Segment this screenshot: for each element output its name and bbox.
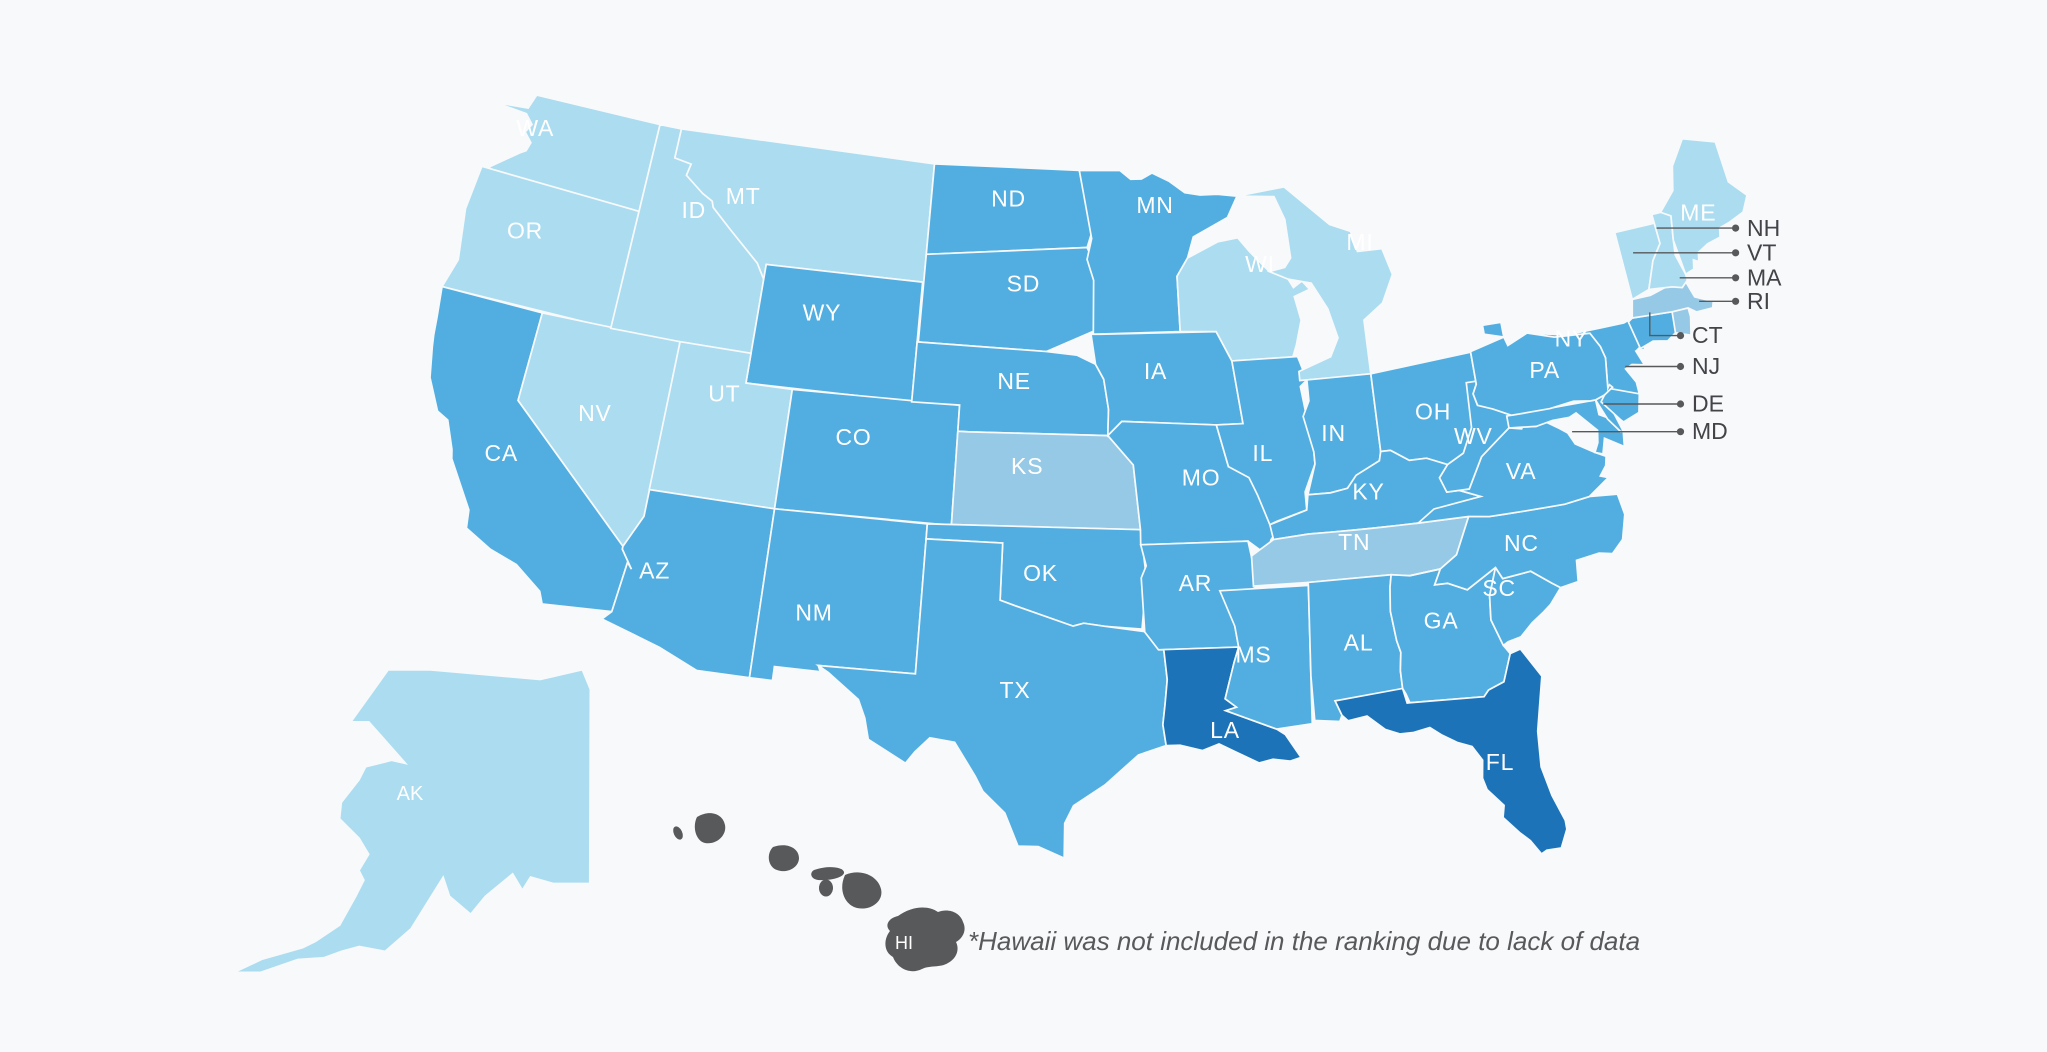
svg-text:ND: ND	[991, 186, 1026, 212]
svg-text:OH: OH	[1415, 399, 1451, 425]
svg-text:IN: IN	[1321, 420, 1346, 446]
svg-text:NE: NE	[997, 368, 1031, 394]
svg-text:WA: WA	[516, 115, 554, 141]
svg-text:NM: NM	[795, 600, 832, 626]
svg-text:MS: MS	[1235, 642, 1271, 668]
svg-text:OK: OK	[1023, 560, 1058, 586]
svg-text:IA: IA	[1144, 358, 1167, 384]
svg-text:ID: ID	[681, 197, 706, 223]
svg-text:WY: WY	[803, 299, 842, 325]
svg-text:AZ: AZ	[639, 558, 670, 584]
svg-text:*Hawaii was not included in th: *Hawaii was not included in the ranking …	[968, 926, 1640, 956]
svg-text:IL: IL	[1252, 440, 1273, 466]
svg-text:WI: WI	[1245, 251, 1275, 277]
svg-text:TN: TN	[1338, 529, 1370, 555]
svg-text:NY: NY	[1555, 325, 1589, 351]
svg-text:ME: ME	[1680, 200, 1716, 226]
svg-text:MA: MA	[1747, 265, 1782, 291]
svg-text:OR: OR	[507, 217, 543, 243]
svg-text:AR: AR	[1179, 570, 1213, 596]
svg-text:FL: FL	[1486, 749, 1514, 775]
svg-text:CO: CO	[835, 424, 871, 450]
svg-text:NC: NC	[1504, 530, 1539, 556]
svg-text:NJ: NJ	[1692, 353, 1720, 379]
svg-text:MI: MI	[1346, 229, 1373, 255]
svg-text:MO: MO	[1182, 464, 1221, 490]
svg-text:MT: MT	[726, 183, 761, 209]
svg-text:HI: HI	[895, 933, 913, 953]
svg-text:NV: NV	[578, 400, 612, 426]
svg-text:CA: CA	[485, 440, 519, 466]
svg-text:CT: CT	[1692, 322, 1723, 348]
svg-text:NH: NH	[1747, 215, 1780, 241]
svg-text:AK: AK	[397, 783, 424, 805]
svg-text:VA: VA	[1506, 458, 1537, 484]
svg-text:MN: MN	[1136, 192, 1173, 218]
svg-text:SD: SD	[1007, 271, 1041, 297]
svg-text:KY: KY	[1352, 479, 1384, 505]
svg-text:VT: VT	[1747, 240, 1776, 266]
svg-text:LA: LA	[1210, 717, 1240, 743]
svg-text:GA: GA	[1424, 608, 1459, 634]
svg-text:TX: TX	[1000, 677, 1031, 703]
svg-text:RI: RI	[1747, 288, 1770, 314]
svg-text:PA: PA	[1529, 357, 1560, 383]
svg-text:WV: WV	[1454, 423, 1493, 449]
svg-text:UT: UT	[708, 381, 740, 407]
svg-text:MD: MD	[1692, 418, 1728, 444]
svg-text:SC: SC	[1482, 575, 1516, 601]
svg-text:DE: DE	[1692, 391, 1724, 417]
svg-text:AL: AL	[1344, 630, 1374, 656]
svg-text:KS: KS	[1011, 453, 1043, 479]
